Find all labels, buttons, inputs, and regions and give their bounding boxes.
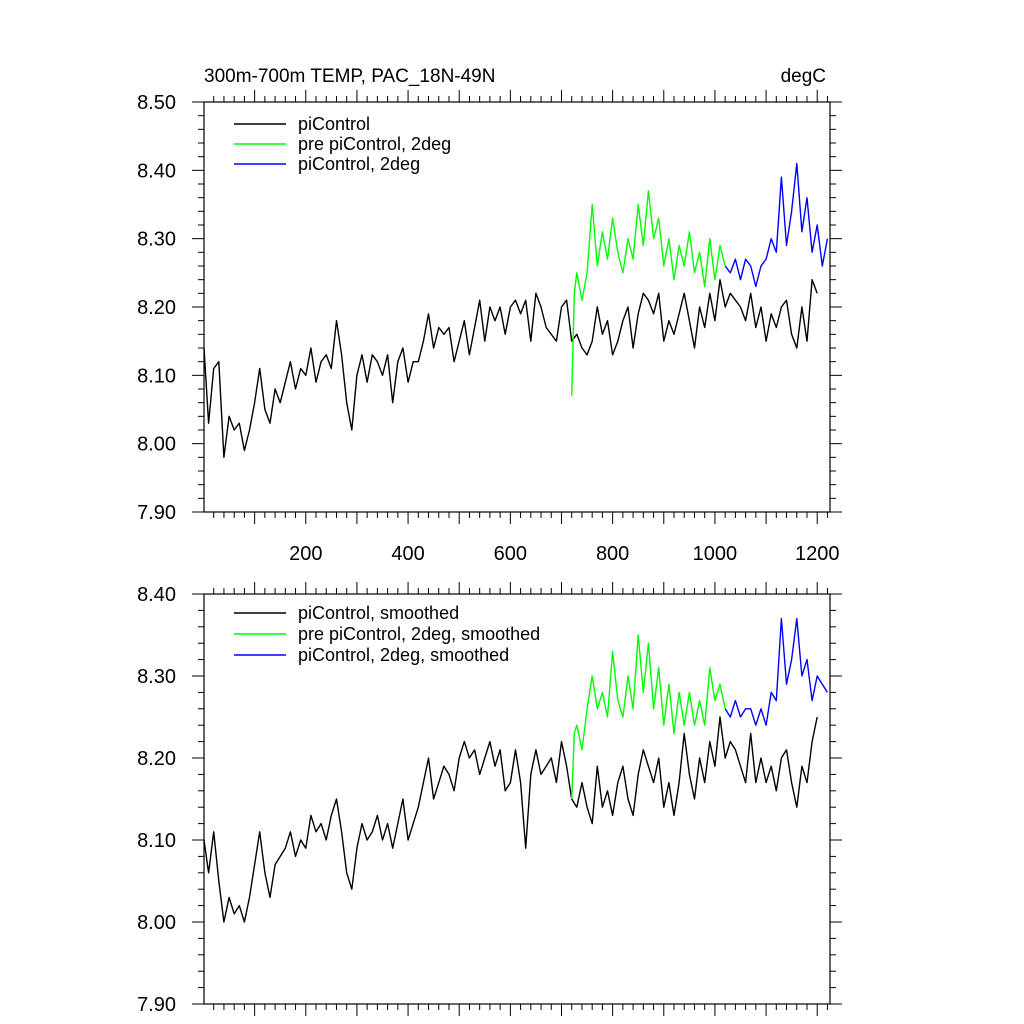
y-tick-label: 8.00: [137, 434, 176, 456]
y-tick-label: 7.90: [137, 502, 176, 524]
series-picontrol-smoothed: [203, 716, 818, 923]
top-chart-legend: piControl pre piControl, 2deg piControl,…: [234, 114, 451, 174]
y-tick-label: 8.30: [137, 666, 176, 688]
series-pre-picontrol-2deg-smoothed: [571, 634, 726, 800]
y-tick-label: 8.10: [137, 365, 176, 387]
top-chart-panel: 300m-700m TEMP, PAC_18N-49N degC 7.90 8.0…: [137, 66, 842, 565]
bottom-chart-ticks: 7.90 8.00 8.10 8.20 8.30 8.40: [137, 582, 842, 1016]
y-tick-label: 8.20: [137, 748, 176, 770]
bottom-chart-series: [203, 617, 828, 923]
x-tick-label: 600: [494, 543, 527, 565]
series-picontrol-2deg: [724, 162, 829, 288]
bottom-chart-panel: 7.90 8.00 8.10 8.20 8.30 8.40 piControl, smoo…: [137, 582, 842, 1016]
y-tick-label: 8.10: [137, 830, 176, 852]
top-chart-frame: [203, 101, 831, 513]
y-tick-label: 8.40: [137, 584, 176, 606]
top-chart-ticks: 7.90 8.00 8.10 8.20 8.30 8.40 8.50 200 400 600 800…: [137, 90, 842, 565]
x-tick-label: 1000: [693, 543, 738, 565]
y-tick-label: 8.20: [137, 297, 176, 319]
series-pre-picontrol-2deg: [571, 190, 726, 396]
y-tick-label: 8.40: [137, 160, 176, 182]
top-chart-units: degC: [781, 66, 826, 87]
legend-label-pre-picontrol-2deg: pre piControl, 2deg: [298, 134, 451, 154]
legend-label-pre-picontrol-2deg-smoothed: pre piControl, 2deg, smoothed: [298, 624, 540, 644]
bottom-chart-legend: piControl, smoothed pre piControl, 2deg,…: [234, 603, 540, 665]
x-tick-label: 200: [289, 543, 322, 565]
x-tick-label: 400: [391, 543, 424, 565]
top-chart-series: [203, 162, 829, 458]
y-tick-label: 8.00: [137, 912, 176, 934]
legend-label-picontrol-2deg: piControl, 2deg: [298, 154, 420, 174]
y-tick-label: 7.90: [137, 994, 176, 1016]
x-tick-label: 1200: [795, 543, 840, 565]
top-chart-title: 300m-700m TEMP, PAC_18N-49N: [204, 66, 495, 87]
bottom-chart-frame: [203, 593, 831, 1005]
y-tick-label: 8.50: [137, 92, 176, 114]
series-picontrol-2deg-smoothed: [724, 617, 828, 726]
x-tick-label: 800: [596, 543, 629, 565]
series-picontrol: [203, 279, 818, 458]
legend-label-picontrol: piControl: [298, 114, 370, 134]
legend-label-picontrol-2deg-smoothed: piControl, 2deg, smoothed: [298, 645, 509, 665]
y-tick-label: 8.30: [137, 229, 176, 251]
legend-label-picontrol-smoothed: piControl, smoothed: [298, 603, 459, 623]
